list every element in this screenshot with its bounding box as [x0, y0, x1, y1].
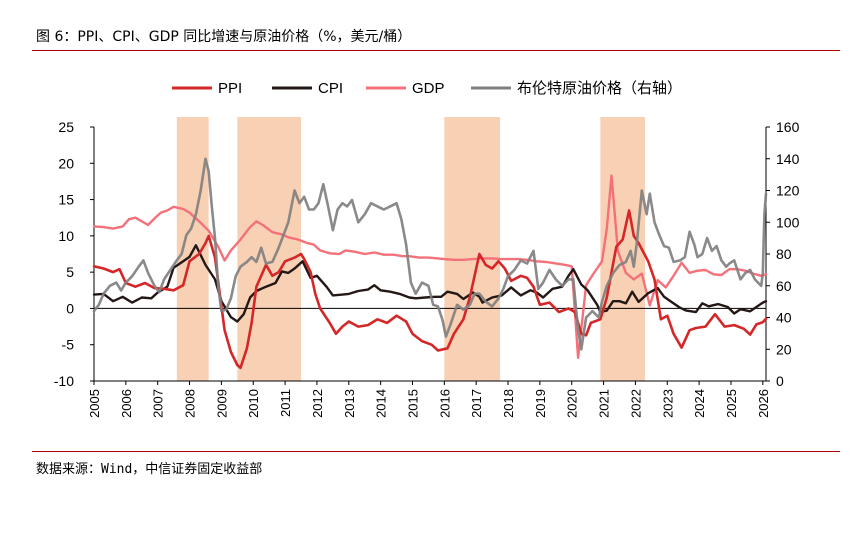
- left-tick-label: 5: [66, 264, 74, 280]
- legend-label: PPI: [218, 80, 242, 97]
- legend-label: GDP: [412, 80, 445, 97]
- x-tick-label: 2025: [724, 389, 739, 418]
- x-tick-label: 2011: [278, 389, 293, 417]
- series-lines: [92, 157, 768, 370]
- shaded-period: [600, 117, 645, 381]
- legend-label: 布伦特原油价格（右轴）: [517, 80, 682, 97]
- right-tick-label: 160: [776, 119, 800, 135]
- right-tick-label: 80: [776, 246, 792, 262]
- left-tick-label: -5: [62, 337, 75, 353]
- right-tick-label: 0: [776, 373, 784, 389]
- left-tick-label: 15: [58, 192, 74, 208]
- x-tick-label: 2017: [469, 389, 484, 418]
- right-tick-label: 140: [776, 151, 800, 167]
- x-tick-label: 2007: [151, 389, 166, 418]
- chart-axes: -10-505101520250204060801001201401602005…: [54, 119, 800, 418]
- x-tick-label: 2016: [437, 389, 452, 418]
- right-tick-label: 40: [776, 310, 792, 326]
- left-tick-label: 0: [66, 300, 74, 316]
- source-note: 数据来源：Wind，中信证券固定收益部: [36, 462, 263, 477]
- x-tick-label: 2006: [119, 389, 134, 418]
- bottom-rule: [32, 451, 840, 452]
- x-tick-label: 2021: [597, 389, 612, 418]
- series-line: [92, 174, 768, 359]
- x-tick-label: 2014: [374, 389, 389, 418]
- x-tick-label: 2024: [692, 389, 707, 418]
- right-tick-label: 60: [776, 278, 792, 294]
- x-tick-label: 2019: [533, 389, 548, 418]
- x-tick-label: 2026: [756, 389, 771, 418]
- x-tick-label: 2023: [660, 389, 675, 418]
- right-tick-label: 100: [776, 214, 800, 230]
- right-tick-label: 20: [776, 341, 792, 357]
- legend: PPI CPI GDP 布伦特原油价格（右轴）: [172, 80, 682, 97]
- x-tick-label: 2015: [405, 389, 420, 418]
- right-tick-label: 120: [776, 183, 800, 199]
- left-tick-label: -10: [54, 373, 74, 389]
- x-tick-label: 2009: [214, 389, 229, 418]
- series-line: [92, 157, 768, 351]
- x-tick-label: 2013: [342, 389, 357, 418]
- left-tick-label: 10: [58, 228, 74, 244]
- x-tick-label: 2005: [87, 389, 102, 418]
- left-tick-label: 20: [58, 155, 74, 171]
- x-tick-label: 2020: [565, 389, 580, 418]
- shaded-periods: [176, 117, 645, 381]
- title-rule: [32, 50, 840, 51]
- shaded-period: [444, 117, 501, 381]
- x-tick-label: 2022: [628, 389, 643, 418]
- x-tick-label: 2010: [246, 389, 261, 418]
- x-tick-label: 2012: [310, 389, 325, 418]
- legend-label: CPI: [318, 80, 343, 97]
- x-tick-label: 2018: [501, 389, 516, 418]
- x-tick-label: 2008: [183, 389, 198, 418]
- figure-title: 图 6：PPI、CPI、GDP 同比增速与原油价格（%，美元/桶）: [36, 29, 412, 45]
- left-tick-label: 25: [58, 119, 74, 135]
